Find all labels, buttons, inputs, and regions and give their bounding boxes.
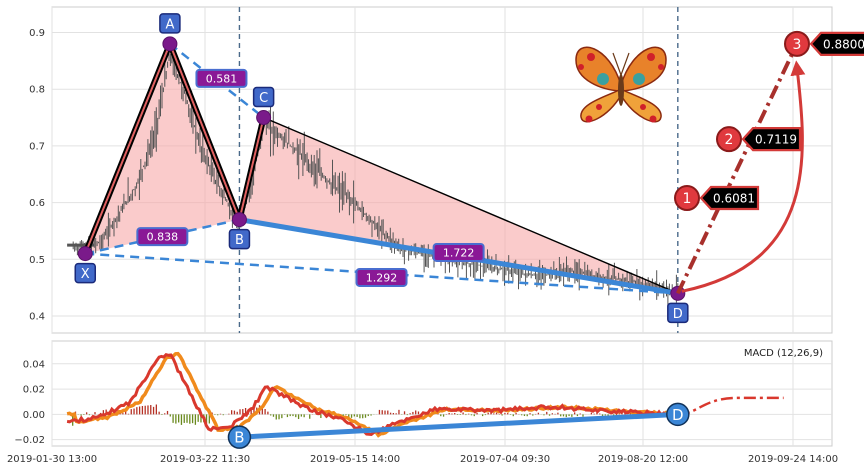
ratio-box — [355, 267, 408, 287]
pattern-point-box — [228, 228, 251, 250]
target-marker — [784, 30, 810, 57]
pattern-point-marker — [162, 36, 178, 52]
macd-trend-line — [239, 411, 678, 440]
price-panel: 0.40.50.60.70.80.9 0.5810.8381.7221.292 … — [29, 6, 864, 446]
ratio-line-ac — [169, 42, 265, 119]
macd-y-tick-label: −0.02 — [14, 435, 45, 446]
projection-arrow — [681, 60, 806, 293]
pattern-point-box — [74, 262, 97, 284]
macd-main-line — [66, 353, 679, 437]
ratio-box — [195, 68, 248, 88]
ratio-value: 0.581 — [206, 72, 238, 85]
vertical-markers — [238, 7, 679, 446]
price-y-axis: 0.4 0.5 0.6 0.7 0.8 0.9 — [29, 28, 45, 322]
target-value: 0.7119 — [755, 133, 797, 147]
pattern-point-marker — [256, 110, 272, 126]
price-y-tick-label: 0.8 — [29, 85, 45, 96]
pattern-point-box — [667, 302, 689, 324]
target-marker — [716, 126, 742, 153]
target-number: 1 — [683, 191, 692, 207]
x-tick-label: 2019-09-24 14:00 — [748, 454, 838, 465]
price-targets: 1 0.6081 2 0.7119 3 0.8800 — [674, 30, 864, 295]
ratio-value: 1.722 — [443, 246, 475, 259]
pattern-point-label: X — [81, 267, 90, 282]
target-callout — [741, 127, 802, 152]
ratio-box — [136, 227, 189, 247]
target-callout — [699, 185, 760, 211]
macd-y-axis: −0.02 0.00 0.02 0.04 — [14, 359, 45, 446]
pattern-points: X A B C D — [74, 13, 689, 324]
x-tick-label: 2019-08-20 12:00 — [598, 454, 688, 465]
macd-title: MACD (12,26,9) — [744, 348, 823, 359]
ratio-labels: 0.581 0.838 1.722 1.292 — [136, 68, 485, 287]
target-number: 2 — [725, 132, 734, 148]
price-y-tick-label: 0.7 — [29, 141, 45, 152]
x-tick-label: 2019-07-04 09:30 — [460, 454, 550, 465]
target-marker — [674, 185, 700, 212]
price-y-tick-label: 0.9 — [29, 28, 45, 39]
butterfly-icon — [575, 46, 667, 123]
macd-point-marker — [666, 402, 690, 427]
macd-y-tick-label: 0.00 — [23, 410, 45, 421]
pattern-point-label: A — [165, 17, 174, 32]
macd-points: BD — [227, 402, 690, 449]
target-callout — [809, 31, 864, 56]
pattern-point-label: D — [673, 307, 683, 322]
pattern-point-marker — [77, 246, 93, 262]
pattern-point-marker — [231, 212, 247, 228]
pattern-fill-bcd — [239, 117, 678, 294]
ratio-value: 1.292 — [366, 271, 398, 284]
pattern-point-box — [252, 86, 275, 108]
pattern-point-label: B — [235, 233, 244, 248]
pattern-leg-highlight — [84, 43, 171, 255]
price-y-tick-label: 0.6 — [29, 198, 45, 209]
ratio-box — [432, 242, 485, 262]
x-axis: 2019-01-30 13:00 2019-03-22 11:30 2019-05-… — [7, 454, 838, 465]
macd-point-marker — [227, 425, 252, 449]
target-value: 0.6081 — [713, 192, 755, 206]
macd-point-label: D — [672, 406, 684, 424]
pattern-point-box — [159, 13, 181, 34]
x-tick-label: 2019-01-30 13:00 — [7, 454, 97, 465]
price-y-tick-label: 0.5 — [29, 255, 45, 266]
ratio-value: 0.838 — [147, 231, 179, 244]
pattern-leg-highlight — [238, 117, 265, 220]
ratio-line-xd — [85, 252, 678, 295]
macd-point-label: B — [234, 429, 244, 447]
pattern-leg-highlight — [168, 43, 241, 220]
macd-y-tick-label: 0.04 — [23, 359, 45, 370]
x-tick-label: 2019-03-22 11:30 — [160, 454, 250, 465]
target-value: 0.8800 — [823, 37, 864, 51]
pattern-leg-cd — [263, 116, 679, 294]
x-tick-label: 2019-05-15 14:00 — [310, 454, 400, 465]
price-y-tick-label: 0.4 — [29, 311, 45, 322]
pattern-point-label: C — [259, 91, 268, 106]
target-number: 3 — [793, 37, 802, 53]
macd-y-tick-label: 0.02 — [23, 385, 45, 396]
macd-panel: −0.020.000.020.04 BD MACD (12,26,9) — [14, 340, 833, 449]
projection-line — [676, 42, 799, 295]
